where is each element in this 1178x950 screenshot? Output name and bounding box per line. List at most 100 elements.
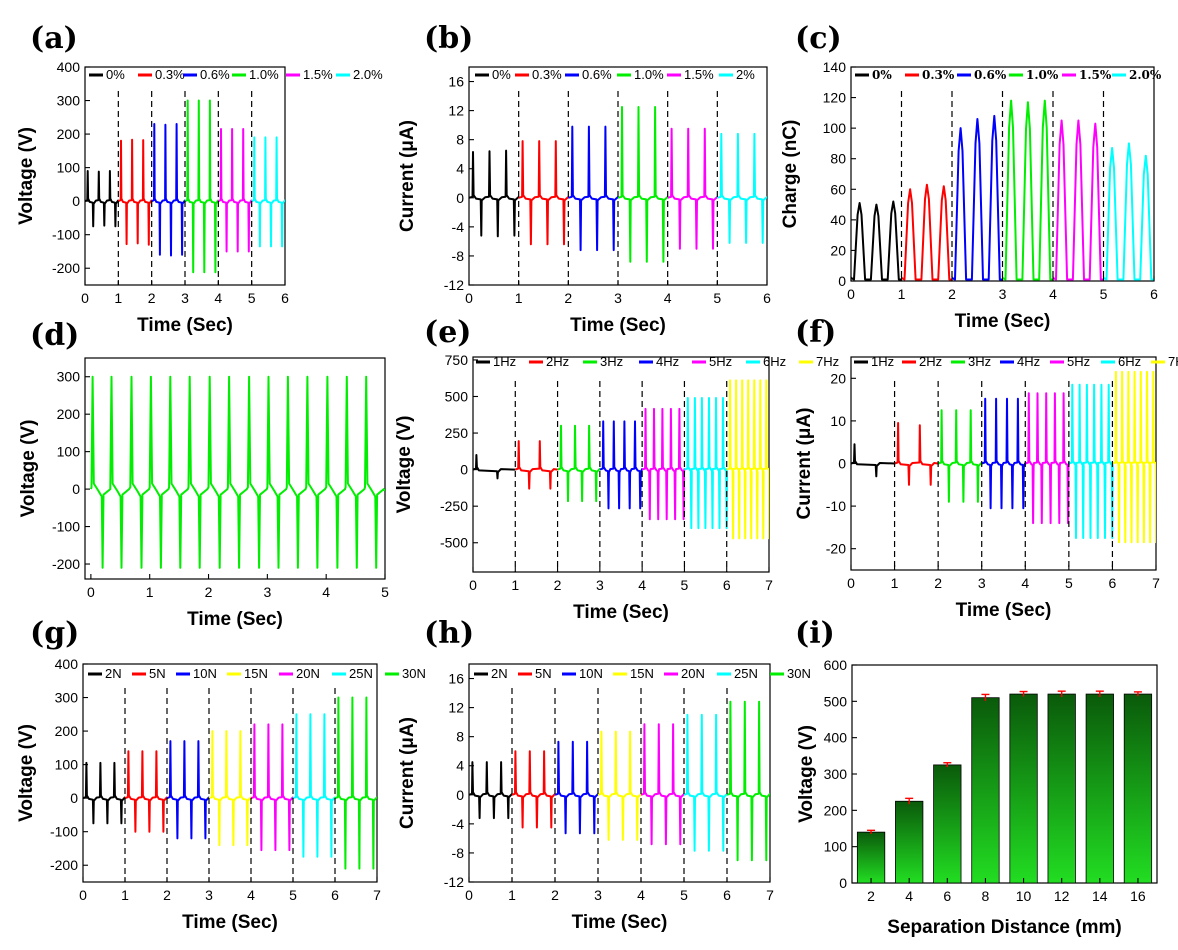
y-tick-label: -4: [452, 816, 465, 832]
y-tick-label: 300: [55, 690, 79, 706]
y-tick-label: 100: [823, 120, 847, 136]
series-line-3Hz: [557, 424, 601, 503]
legend-label: 5N: [149, 666, 166, 681]
legend-label: 2%: [736, 67, 755, 82]
series-line-0.3%: [901, 183, 952, 281]
legend-label: 3Hz: [600, 354, 623, 369]
x-tick-label: 3: [999, 286, 1007, 302]
y-tick-label: 0: [838, 273, 846, 289]
legend-label: 1.0%: [634, 67, 664, 82]
y-tick-label: 8: [456, 132, 464, 148]
y-tick-label: 8: [456, 729, 464, 745]
x-tick-label: 2: [564, 290, 572, 306]
series-line-6Hz: [1068, 383, 1114, 539]
series-line-15N: [597, 730, 642, 841]
series-line-5N: [124, 750, 168, 833]
y-tick-label: 0: [456, 787, 464, 803]
series-line-0.6%: [151, 123, 186, 257]
y-axis-label: Voltage (V): [16, 127, 37, 225]
x-tick-label: 5: [289, 887, 297, 903]
x-tick-label: 6: [1109, 575, 1117, 591]
legend-label: 20N: [296, 666, 320, 681]
legend-label: 5N: [535, 666, 552, 681]
panel-f: (f) -20 -10 0 10 20 0 1 2 3 4 5 6 7 Time (Sec) Current …: [794, 315, 1178, 621]
legend-label: 2.0%: [1129, 68, 1162, 82]
series-line-5Hz: [641, 407, 686, 521]
x-tick-label: 7: [373, 887, 381, 903]
bar-10: [1009, 693, 1038, 884]
plot-area: [851, 99, 1154, 281]
x-tick-label: 1: [121, 887, 129, 903]
legend-label: 1.5%: [1079, 68, 1112, 82]
x-tick-label: 4: [247, 887, 255, 903]
panel-e: (e) -500 -250 0 250 500 750 0 1 2 3 4 5 6 7 Time (Sec) V…: [394, 315, 839, 623]
legend-label: 25N: [734, 666, 758, 681]
panel-label-b: (b): [424, 21, 473, 56]
bar-4: [895, 800, 924, 884]
x-tick-label: 2: [867, 888, 875, 904]
plot-area: [89, 375, 385, 569]
series-line-3Hz: [937, 409, 983, 503]
y-tick-label: 500: [824, 693, 848, 709]
plot-area: [473, 379, 769, 540]
legend-label: 1.0%: [249, 67, 279, 82]
legend-label: 2N: [491, 666, 508, 681]
series-line-2.0%: [1103, 142, 1154, 281]
y-axis-label: Charge (nC): [780, 120, 801, 229]
y-tick-label: -20: [826, 541, 846, 557]
x-axis-label: Time (Sec): [573, 602, 669, 623]
legend-label: 4Hz: [656, 354, 679, 369]
legend-label: 10N: [579, 666, 603, 681]
x-tick-label: 5: [1065, 575, 1073, 591]
plot-area: [851, 370, 1156, 544]
x-tick-label: 1: [891, 575, 899, 591]
y-axis-label: Voltage (V): [18, 420, 39, 518]
y-tick-label: 40: [830, 212, 846, 228]
series-line-6Hz: [684, 397, 728, 530]
y-tick-label: 4: [456, 758, 464, 774]
y-tick-label: 250: [445, 425, 469, 441]
y-tick-label: 10: [830, 413, 846, 429]
series-line-20N: [250, 723, 294, 852]
legend-label: 15N: [244, 666, 268, 681]
x-tick-label: 3: [181, 290, 189, 306]
x-tick-label: 6: [763, 290, 771, 306]
plot-area: [469, 700, 770, 862]
series-line-20N: [640, 723, 685, 846]
plot-frame-g: [82, 663, 378, 883]
legend-label: 3Hz: [968, 354, 991, 369]
series-line-0%: [469, 149, 520, 238]
x-tick-label: 4: [638, 577, 646, 593]
legend-label: 0%: [492, 67, 511, 82]
x-tick-label: 2: [554, 577, 562, 593]
x-tick-label: 1: [508, 887, 516, 903]
legend-label: 30N: [402, 666, 426, 681]
x-tick-label: 2: [148, 290, 156, 306]
panel-label-c: (c): [795, 21, 842, 56]
panel-label-h: (h): [424, 616, 474, 651]
panel-label-e: (e): [424, 315, 471, 350]
legend-label: 2Hz: [546, 354, 569, 369]
y-tick-label: 400: [824, 730, 848, 746]
y-tick-label: 80: [830, 151, 846, 167]
y-tick-label: 120: [823, 90, 847, 106]
y-tick-label: 0: [70, 790, 78, 806]
x-tick-label: 0: [79, 887, 87, 903]
x-tick-label: 3: [978, 575, 986, 591]
x-tick-label: 6: [1150, 286, 1158, 302]
x-tick-label: 5: [381, 584, 389, 600]
bar-16: [1123, 693, 1153, 884]
y-tick-label: -12: [444, 277, 464, 293]
y-tick-label: 60: [830, 181, 846, 197]
x-axis-label: Time (Sec): [137, 315, 233, 336]
x-tick-label: 4: [905, 888, 913, 904]
panel-label-g: (g): [30, 616, 79, 651]
y-tick-label: 100: [824, 839, 848, 855]
series-line-7Hz: [726, 379, 769, 540]
y-tick-label: 100: [57, 160, 81, 176]
series-line-1.5%: [1052, 119, 1104, 281]
y-tick-label: 4: [456, 161, 464, 177]
legend-label: 1Hz: [493, 354, 516, 369]
x-axis-label: Separation Distance (mm): [887, 917, 1121, 938]
